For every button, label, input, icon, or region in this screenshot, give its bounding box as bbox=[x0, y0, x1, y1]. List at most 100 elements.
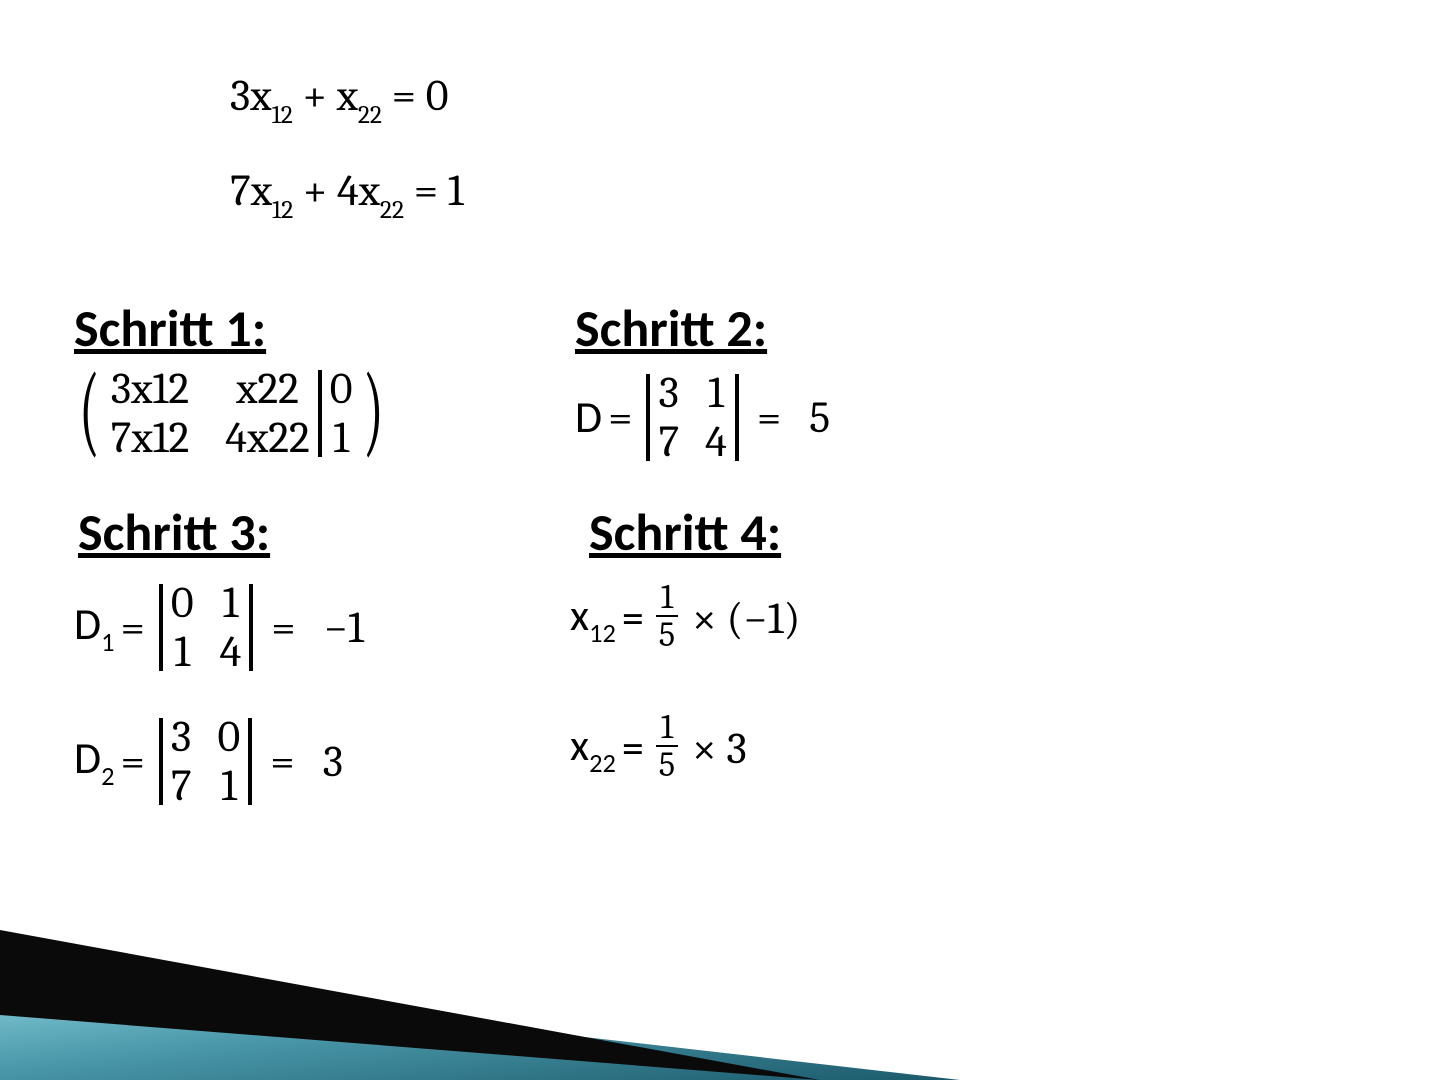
s1-m-01: x22 bbox=[225, 364, 309, 413]
decor-teal-icon bbox=[0, 970, 960, 1080]
step-3b-content: D2 = 3 0 7 1 = 3 bbox=[74, 712, 343, 811]
s3a-10: 1 bbox=[171, 627, 194, 676]
s4b-frac: 1 5 bbox=[656, 710, 678, 783]
equation-2: 7x12 + 4x22 = 1 bbox=[230, 169, 464, 220]
det-bar-r bbox=[735, 374, 739, 461]
s3b-00: 3 bbox=[171, 712, 192, 761]
equation-1: 3x12 + x22 = 0 bbox=[230, 74, 464, 125]
s4a-frac: 1 5 bbox=[656, 580, 678, 653]
s1-aug-1: 1 bbox=[330, 413, 353, 462]
step-2-grid: 3 1 7 4 bbox=[656, 368, 728, 467]
step-4-heading: Schritt 4: bbox=[589, 500, 781, 564]
step-2-content: D = 3 1 7 4 = 5 bbox=[575, 368, 830, 467]
s1-m-00: 3x12 bbox=[111, 364, 190, 413]
s3b-bar-l bbox=[159, 718, 163, 805]
step-3b-lhs: D2 bbox=[74, 731, 114, 791]
s3b-sub: 2 bbox=[101, 761, 114, 793]
s3b-11: 1 bbox=[218, 761, 241, 810]
s3a-det: 0 1 1 4 bbox=[153, 578, 259, 677]
s2-m-11: 4 bbox=[705, 417, 727, 466]
system-equations: 3x12 + x22 = 0 7x12 + 4x22 = 1 bbox=[230, 74, 464, 265]
s4b-sub: 22 bbox=[589, 748, 616, 780]
s4a-var: x12 bbox=[570, 588, 616, 648]
s4a-den: 5 bbox=[656, 615, 678, 652]
s1-aug-0: 0 bbox=[330, 364, 353, 413]
aug-bar-icon bbox=[318, 370, 322, 457]
s2-m-01: 1 bbox=[705, 368, 727, 417]
eq2-c2: 4 bbox=[337, 165, 359, 216]
s3a-11: 4 bbox=[220, 627, 242, 676]
decor-dark-icon bbox=[0, 930, 820, 1080]
step-3a-content: D1 = 0 1 1 4 = −1 bbox=[74, 578, 364, 677]
det-bar-l bbox=[646, 374, 650, 461]
eq2-s2: 22 bbox=[380, 196, 404, 225]
s3b-grid: 3 0 7 1 bbox=[169, 712, 242, 811]
eq1-c1: 3 bbox=[230, 70, 250, 121]
s3b-D: D bbox=[74, 731, 101, 785]
step-4a-content: x12 = 1 5 × (−1) bbox=[570, 582, 800, 655]
eq1-v1: x bbox=[250, 70, 271, 121]
s4b-times: × bbox=[682, 723, 726, 774]
step-2-result: 5 bbox=[789, 392, 830, 443]
eq2-s1: 12 bbox=[272, 196, 293, 225]
s3b-result: 3 bbox=[303, 736, 343, 787]
lparen-icon: ( bbox=[79, 372, 100, 451]
eq2-c1: 7 bbox=[230, 165, 251, 216]
s1-m-11: 4x22 bbox=[225, 413, 309, 462]
eq2-v2: x bbox=[359, 165, 380, 216]
s4b-var: x22 bbox=[570, 718, 616, 778]
step-1-aug: 0 1 bbox=[328, 364, 355, 463]
eq1-eq: = bbox=[392, 70, 426, 121]
s4b-x: x bbox=[570, 718, 589, 772]
s2-m-10: 7 bbox=[658, 417, 679, 466]
s3b-bar-r bbox=[248, 718, 252, 805]
s3b-det: 3 0 7 1 bbox=[153, 712, 258, 811]
s3a-D: D bbox=[74, 597, 101, 651]
s3b-10: 7 bbox=[171, 761, 192, 810]
s3a-bar-r bbox=[249, 584, 253, 671]
s3a-result: −1 bbox=[304, 602, 364, 653]
s3b-01: 0 bbox=[218, 712, 241, 761]
s4a-num: 1 bbox=[658, 580, 676, 615]
s4b-tail: 3 bbox=[726, 723, 746, 774]
s3b-eq1: = bbox=[114, 736, 152, 787]
step-2-heading: Schritt 2: bbox=[575, 296, 767, 360]
s4a-sub: 12 bbox=[589, 618, 616, 650]
s4b-eq: = bbox=[616, 721, 652, 775]
slide-decor-triangle bbox=[0, 840, 1000, 1080]
eq2-v1: x bbox=[251, 165, 272, 216]
s3a-01: 1 bbox=[220, 578, 242, 627]
s2-m-00: 3 bbox=[658, 368, 679, 417]
step-3a-lhs: D1 bbox=[74, 597, 114, 657]
eq2-eq: = bbox=[414, 165, 448, 216]
eq2-r: 1 bbox=[448, 165, 464, 216]
step-2-eq2: = bbox=[745, 392, 789, 443]
s3a-eq1: = bbox=[114, 602, 152, 653]
s4b-den: 5 bbox=[656, 745, 678, 782]
step-2-lhs: D bbox=[575, 390, 602, 444]
step-1-grid: 3x12 x22 7x12 4x22 bbox=[109, 364, 312, 463]
eq2-op1: + bbox=[303, 165, 337, 216]
s4b-num: 1 bbox=[658, 710, 676, 745]
s3a-bar-l bbox=[159, 584, 163, 671]
s4a-x: x bbox=[570, 588, 589, 642]
step2-D: D bbox=[575, 390, 602, 444]
eq1-s1: 12 bbox=[272, 101, 293, 130]
s3b-eq2: = bbox=[258, 736, 302, 787]
step-1-content: ( 3x12 x22 7x12 4x22 0 1 ) bbox=[70, 364, 393, 463]
s1-m-10: 7x12 bbox=[111, 413, 190, 462]
step-1-matrix: ( 3x12 x22 7x12 4x22 0 1 ) bbox=[70, 364, 393, 463]
s3a-sub: 1 bbox=[101, 627, 114, 659]
eq1-op1: + bbox=[303, 70, 337, 121]
s3a-grid: 0 1 1 4 bbox=[169, 578, 243, 677]
eq1-v2: x bbox=[337, 70, 358, 121]
step-2-det: 3 1 7 4 bbox=[640, 368, 744, 467]
step-4b-content: x22 = 1 5 × 3 bbox=[570, 712, 747, 785]
s3a-eq2: = bbox=[259, 602, 303, 653]
step-3-heading: Schritt 3: bbox=[78, 500, 270, 564]
step-1-heading: Schritt 1: bbox=[74, 296, 266, 360]
s4a-eq: = bbox=[616, 591, 652, 645]
s3a-00: 0 bbox=[171, 578, 194, 627]
rparen-icon: ) bbox=[363, 372, 384, 451]
s4a-times: × bbox=[682, 593, 726, 644]
